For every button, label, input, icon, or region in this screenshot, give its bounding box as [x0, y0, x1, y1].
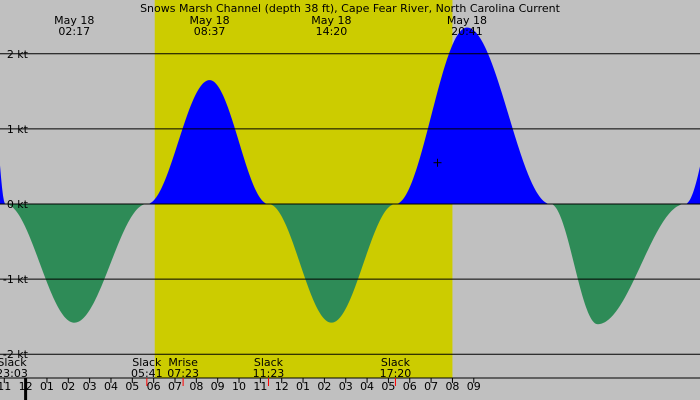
hour-tick-label: 05 [125, 380, 139, 393]
hour-tick-label: 05 [381, 380, 395, 393]
y-tick-label: -1 kt [3, 273, 29, 286]
y-axis-ticks: 2 kt 1 kt 0 kt -1 kt -2 kt [3, 48, 29, 361]
hour-tick-label: 01 [40, 380, 54, 393]
y-tick-label: 0 kt [7, 198, 29, 211]
chart-title: Snows Marsh Channel (depth 38 ft), Cape … [140, 2, 561, 15]
event-time: 05:41 [131, 367, 163, 380]
extreme-time: 02:17 [58, 25, 90, 38]
extreme-time: 20:41 [451, 25, 483, 38]
hour-tick-label: 09 [211, 380, 225, 393]
event-time: 11:23 [253, 367, 285, 380]
y-tick-label: 2 kt [7, 48, 29, 61]
event-time: 23:03 [0, 367, 28, 380]
hour-tick-label: 02 [61, 380, 75, 393]
event-name: Slack [0, 356, 27, 369]
hour-tick-label: 06 [403, 380, 417, 393]
event-labels: Slack23:03Slack05:41Mrise07:23Slack11:23… [0, 356, 411, 380]
current-curve [0, 27, 700, 325]
current-time-marker [433, 158, 442, 167]
hour-tick-label: 09 [467, 380, 481, 393]
extreme-date: May 18 [311, 14, 351, 27]
event-time: 07:23 [167, 367, 199, 380]
hour-tick-label: 10 [232, 380, 246, 393]
flood-area [0, 27, 700, 205]
hour-axis: 1112010203040506070809101112010203040506… [0, 377, 700, 400]
hour-tick-label: 11 [0, 380, 11, 393]
hour-tick-label: 06 [147, 380, 161, 393]
hour-tick-label: 02 [317, 380, 331, 393]
gridlines [0, 53, 700, 355]
event-time: 17:20 [380, 367, 412, 380]
extreme-date: May 18 [447, 14, 487, 27]
hour-tick-label: 08 [445, 380, 459, 393]
hour-tick-label: 07 [424, 380, 438, 393]
extreme-date: May 18 [189, 14, 229, 27]
hour-tick-label: 01 [296, 380, 310, 393]
hour-tick-label: 04 [360, 380, 374, 393]
hour-tick-label: 04 [104, 380, 118, 393]
hour-tick-label: 12 [275, 380, 289, 393]
event-name: Slack [254, 356, 284, 369]
hour-tick-label: 03 [83, 380, 97, 393]
extreme-date: May 18 [54, 14, 94, 27]
hour-tick-label: 08 [189, 380, 203, 393]
event-name: Slack [132, 356, 162, 369]
event-name: Slack [381, 356, 411, 369]
ebb-area [0, 204, 700, 325]
hour-tick-label: 11 [253, 380, 267, 393]
y-tick-label: 1 kt [7, 123, 29, 136]
current-time-cross [433, 158, 442, 167]
extreme-time: 08:37 [194, 25, 226, 38]
event-label: Slack23:03 [0, 356, 28, 380]
hour-tick-label: 07 [168, 380, 182, 393]
hour-tick-label: 03 [339, 380, 353, 393]
extreme-time: 14:20 [316, 25, 348, 38]
y-tick-label: -2 kt [3, 348, 29, 361]
event-name: Mrise [168, 356, 198, 369]
